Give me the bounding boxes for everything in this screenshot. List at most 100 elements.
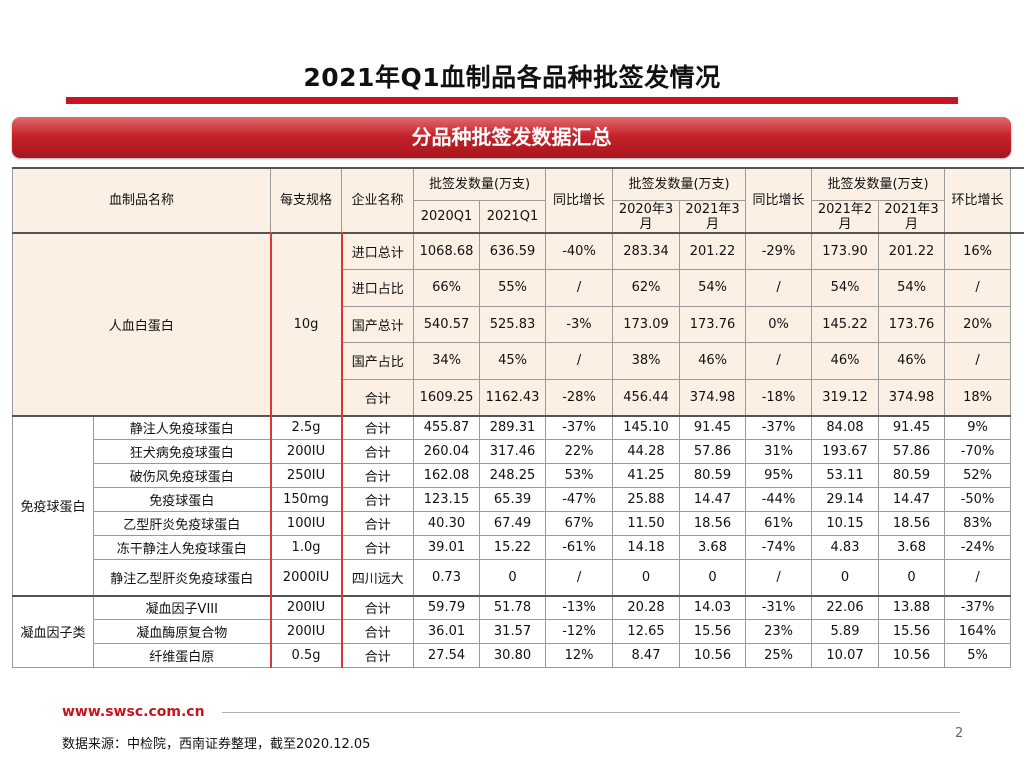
product-spec: 10g <box>269 232 343 416</box>
data-cell: 173.90 <box>811 232 880 270</box>
header-2021-mar-b: 2021年3月 <box>878 200 946 234</box>
product-name: 凝血因子VIII <box>92 594 272 620</box>
data-cell: -31% <box>745 594 813 620</box>
data-cell: 15.56 <box>679 619 747 644</box>
data-cell: -37% <box>745 414 813 440</box>
header-2021-feb: 2021年2月 <box>811 200 880 234</box>
data-cell: 67% <box>545 511 614 536</box>
data-cell: 15.56 <box>878 619 946 644</box>
table-row: 免疫球蛋白 静注人免疫球蛋白 2.5g 合计 455.87 289.31 -37% 145.1… <box>12 414 1024 596</box>
data-cell: 173.09 <box>612 305 681 343</box>
data-cell: 27.54 <box>413 643 481 668</box>
page-title: 2021年Q1血制品各品种批签发情况 <box>303 63 721 92</box>
data-cell: -44% <box>745 487 813 512</box>
data-cell: -40% <box>545 232 614 270</box>
product-spec: 100IU <box>269 511 343 536</box>
data-cell: -24% <box>944 535 1012 560</box>
data-cell: 29.14 <box>811 487 880 512</box>
header-2021-mar: 2021年3月 <box>679 200 747 234</box>
data-cell: 46% <box>679 342 747 380</box>
company-name: 合计 <box>340 643 415 668</box>
table-row: 破伤风免疫球蛋白 250IU 合计 162.08 248.25 53% 41.25 80.59… <box>13 463 1024 488</box>
footer-source: 数据来源：中检院，西南证券整理，截至2020.12.05 <box>62 737 371 752</box>
data-cell: 0 <box>479 559 547 596</box>
category-label: 免疫球蛋白 <box>12 414 94 596</box>
data-cell: 0 <box>878 559 946 596</box>
data-cell: 0% <box>745 305 813 343</box>
data-cell: 55% <box>479 269 547 307</box>
data-cell: 20.28 <box>612 594 681 620</box>
page-number: 2 <box>955 726 964 741</box>
section-banner: 分品种批签发数据汇总 <box>12 117 1011 158</box>
data-cell: -74% <box>745 535 813 560</box>
data-cell: / <box>745 269 813 307</box>
data-cell: 83% <box>944 511 1012 536</box>
data-cell: 31% <box>745 439 813 464</box>
data-cell: 540.57 <box>413 305 481 343</box>
table-row: 进口占比 66% 55%/62% 54%/54% 54% / <box>13 269 1024 307</box>
data-cell: 3.68 <box>679 535 747 560</box>
data-cell: 283.34 <box>612 232 681 270</box>
data-cell: 8.47 <box>612 643 681 668</box>
row-label: 合计 <box>340 378 415 416</box>
product-spec: 200IU <box>269 439 343 464</box>
product-name: 冻干静注人免疫球蛋白 <box>92 535 272 560</box>
data-cell: 91.45 <box>679 414 747 440</box>
data-cell: 14.18 <box>612 535 681 560</box>
data-cell: 15.22 <box>479 535 547 560</box>
header-group-quarter: 批签发数量(万支) <box>413 167 547 201</box>
product-spec: 150mg <box>269 487 343 512</box>
data-cell: 10.56 <box>679 643 747 668</box>
data-cell: 67.49 <box>479 511 547 536</box>
data-cell: 12% <box>545 643 614 668</box>
data-cell: / <box>545 559 614 596</box>
data-cell: 53% <box>545 463 614 488</box>
data-cell: 41.25 <box>612 463 681 488</box>
data-cell: 162.08 <box>413 463 481 488</box>
header-product-name: 血制品名称 <box>11 167 272 234</box>
data-cell: 95% <box>745 463 813 488</box>
data-cell: 525.83 <box>479 305 547 343</box>
data-cell: 201.22 <box>679 232 747 270</box>
table-row: 国产占比 34% 45%/38% 46%/46% 46% / <box>13 342 1024 380</box>
company-name: 合计 <box>340 619 415 644</box>
data-cell: -47% <box>545 487 614 512</box>
footer-url: www.swsc.com.cn <box>62 704 205 720</box>
header-company: 企业名称 <box>341 167 415 234</box>
data-cell: 91.45 <box>878 414 946 440</box>
data-cell: -12% <box>545 619 614 644</box>
table-row: 狂犬病免疫球蛋白 200IU 合计 260.04 317.46 22% 44.28 57.86… <box>13 439 1024 464</box>
data-cell: 18.56 <box>679 511 747 536</box>
data-cell: 46% <box>878 342 946 380</box>
data-cell: 44.28 <box>612 439 681 464</box>
data-cell: -61% <box>545 535 614 560</box>
data-cell: 0 <box>679 559 747 596</box>
product-name: 静注乙型肝炎免疫球蛋白 <box>92 559 272 596</box>
data-cell: 248.25 <box>479 463 547 488</box>
company-name: 合计 <box>340 594 415 620</box>
data-cell: 51.78 <box>479 594 547 620</box>
data-cell: -50% <box>944 487 1012 512</box>
data-cell: 46% <box>811 342 880 380</box>
data-cell: 39.01 <box>413 535 481 560</box>
product-name: 静注人免疫球蛋白 <box>92 414 272 440</box>
header-mom: 环比增长 <box>944 167 1012 234</box>
header-group-mom: 批签发数量(万支) <box>811 167 946 201</box>
data-cell: 45% <box>479 342 547 380</box>
data-cell: 0.73 <box>413 559 481 596</box>
data-cell: 16% <box>944 232 1012 270</box>
table-row: 纤维蛋白原 0.5g 合计 27.54 30.80 12% 8.47 10.56 25% 10.0… <box>13 643 1024 668</box>
data-cell: -70% <box>944 439 1012 464</box>
data-cell: 65.39 <box>479 487 547 512</box>
company-name: 合计 <box>340 439 415 464</box>
data-cell: 1609.25 <box>413 378 481 416</box>
data-cell: 193.67 <box>811 439 880 464</box>
data-cell: 636.59 <box>479 232 547 270</box>
table-row: 合计 1609.25 1162.43 -28% 456.44 374.98 -18% 319.… <box>13 378 1024 416</box>
row-label: 进口占比 <box>340 269 415 307</box>
data-cell: 53.11 <box>811 463 880 488</box>
data-cell: 18% <box>944 378 1012 416</box>
header-2021q1: 2021Q1 <box>479 200 547 234</box>
data-cell: 5.89 <box>811 619 880 644</box>
data-cell: 455.87 <box>413 414 481 440</box>
